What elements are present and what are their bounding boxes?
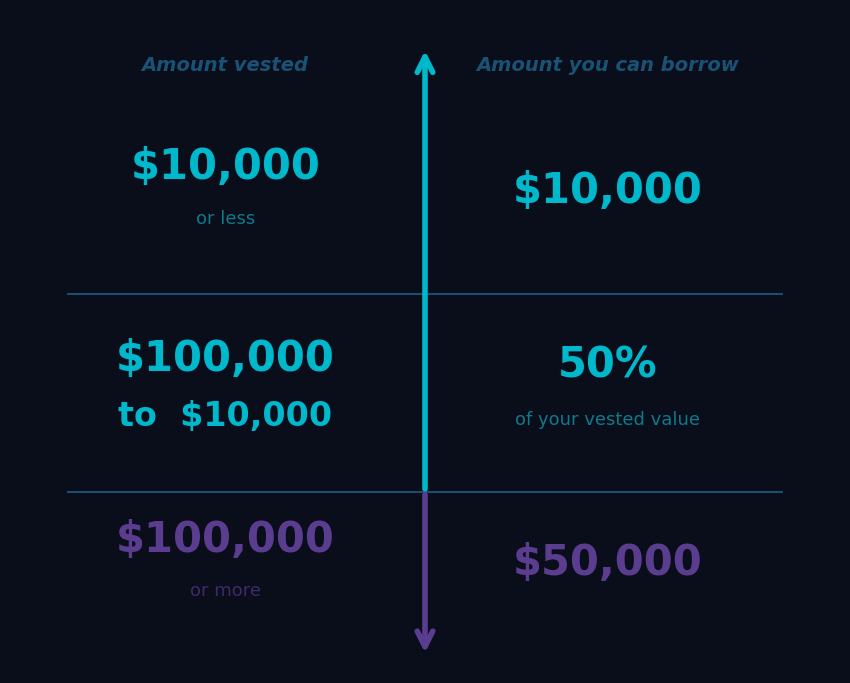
- Text: Amount vested: Amount vested: [142, 56, 309, 75]
- Text: $100,000: $100,000: [116, 518, 335, 561]
- Text: of your vested value: of your vested value: [515, 411, 700, 429]
- Text: to  $10,000: to $10,000: [118, 400, 332, 433]
- Text: or less: or less: [196, 210, 255, 227]
- Text: or more: or more: [190, 582, 261, 600]
- Text: $10,000: $10,000: [130, 146, 320, 189]
- Text: Amount you can borrow: Amount you can borrow: [476, 56, 740, 75]
- Text: 50%: 50%: [558, 344, 658, 387]
- Text: $100,000: $100,000: [116, 337, 335, 380]
- Text: $50,000: $50,000: [513, 542, 703, 585]
- Text: $10,000: $10,000: [513, 170, 703, 212]
